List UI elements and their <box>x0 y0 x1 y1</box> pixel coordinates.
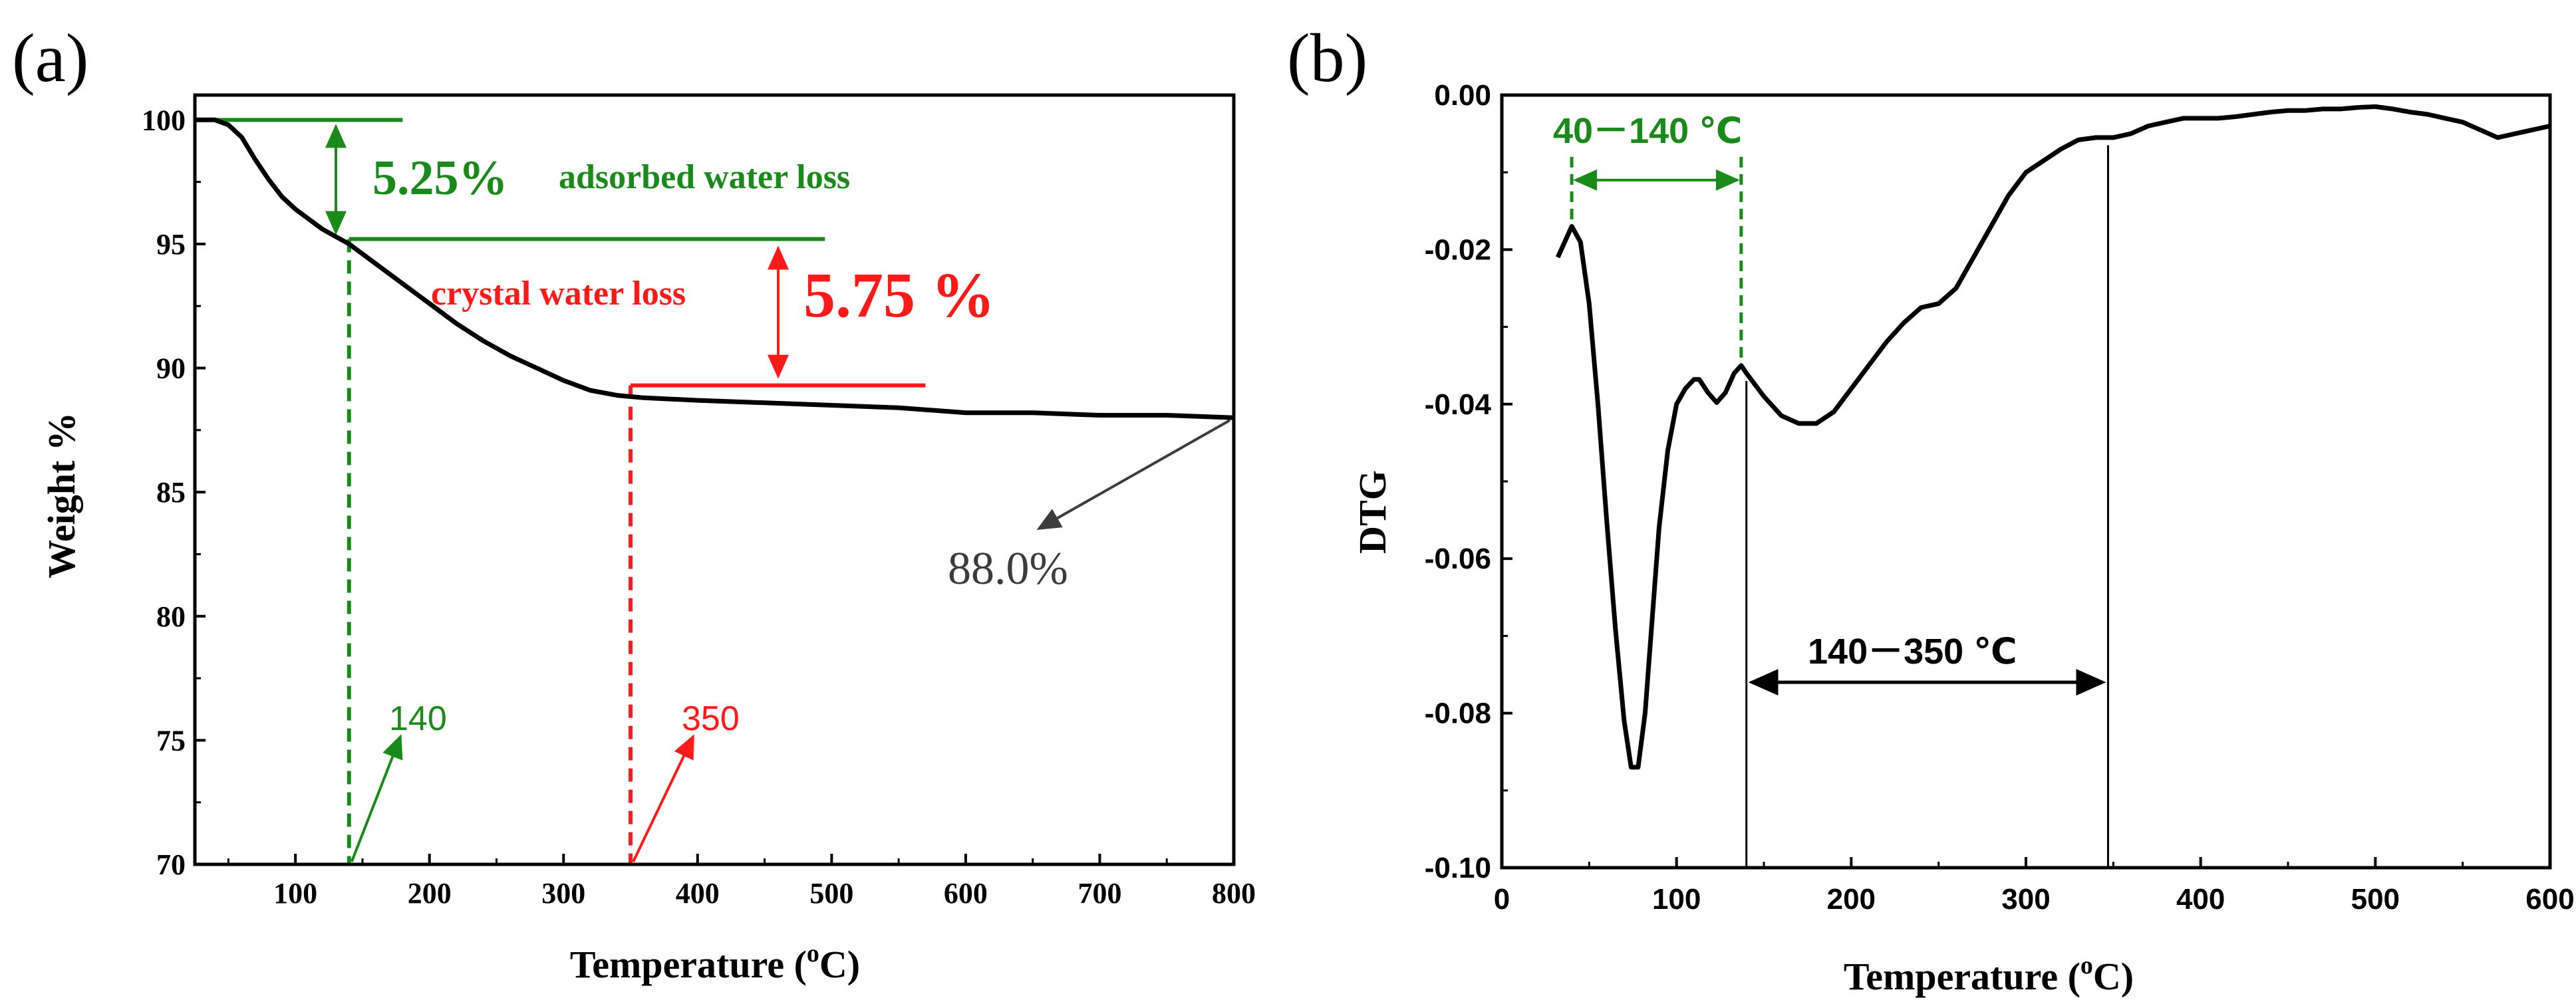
x-tick-label: 500 <box>2351 883 2400 916</box>
panel-b-x-title: Temperature (oC) <box>1844 951 2134 998</box>
y-tick-label: -0.04 <box>1425 388 1492 421</box>
x-tick-label: 300 <box>541 877 585 910</box>
panel-b-x-title-main: Temperature ( <box>1844 955 2080 998</box>
x-tick-label: 600 <box>944 877 988 910</box>
x-tick-label: 100 <box>273 877 317 910</box>
panel-b-x-title-sup: o <box>2080 951 2093 979</box>
t1-label: 140 <box>389 699 447 738</box>
dtg-fit-curve <box>1745 136 2114 425</box>
y-tick-label: 90 <box>156 352 186 385</box>
x-tick-label: 100 <box>1652 883 1701 916</box>
x-tick-label: 300 <box>2001 883 2050 916</box>
y-tick-label: 95 <box>156 228 186 261</box>
panel-a-reference-lines <box>195 118 1230 864</box>
panel-b-x-title-end: C) <box>2093 955 2134 998</box>
panel-b-y-title: DTG <box>1351 470 1394 554</box>
y-tick-label: 80 <box>156 600 186 633</box>
crystal-loss-label: crystal water loss <box>431 275 686 313</box>
panel-a-y-title: Weight % <box>40 412 83 578</box>
y-tick-label: 70 <box>156 848 186 881</box>
panel-b: (b) 0 100 200 300 400 500 600 0.00 -0.02 -0.04 -0.… <box>1287 20 2575 998</box>
x-tick-label: 400 <box>2176 883 2225 916</box>
t2-label: 350 <box>682 699 740 738</box>
panel-b-ticks: 0 100 200 300 400 500 600 0.00 -0.02 -0.04 -0.06 -0… <box>1425 79 2575 916</box>
y-tick-label: 100 <box>142 104 186 136</box>
x-tick-label: 200 <box>1827 883 1876 916</box>
panel-b-label: (b) <box>1287 20 1367 96</box>
t2-pointer-arrow <box>632 734 694 862</box>
x-tick-label: 600 <box>2525 883 2574 916</box>
tg-curve <box>195 117 1234 420</box>
x-tick-label: 700 <box>1077 877 1121 910</box>
y-tick-label: -0.08 <box>1425 697 1491 730</box>
t1-pointer-arrow <box>350 734 403 862</box>
y-tick-label: 0.00 <box>1434 79 1491 112</box>
y-tick-label: -0.06 <box>1425 543 1491 575</box>
dtg-curve <box>1555 104 2551 770</box>
x-tick-label: 0 <box>1494 883 1510 916</box>
crystal-loss-value: 5.75 % <box>803 259 995 330</box>
x-tick-label: 800 <box>1212 877 1256 910</box>
panel-a-x-title-main: Temperature ( <box>570 943 807 986</box>
panel-a-x-title-end: C) <box>819 943 860 986</box>
x-tick-label: 400 <box>676 877 720 910</box>
panel-a-x-title: Temperature (oC) <box>570 940 860 986</box>
y-tick-label: -0.02 <box>1425 233 1491 266</box>
panel-a: (a) 100 200 300 400 500 600 700 800 70 75 80 85 90 95… <box>12 20 1256 986</box>
panel-a-label: (a) <box>12 20 88 96</box>
x-tick-label: 500 <box>809 877 853 910</box>
adsorbed-loss-value: 5.25% <box>372 151 508 205</box>
y-tick-label: 85 <box>156 476 186 509</box>
range2-label: 140－350 ℃ <box>1808 632 2017 672</box>
range1-label: 40－140 ℃ <box>1553 111 1743 151</box>
residue-arrow <box>1036 419 1230 530</box>
panel-b-frame <box>1500 93 2552 870</box>
x-tick-label: 200 <box>408 877 452 910</box>
residue-value: 88.0% <box>948 543 1068 594</box>
adsorbed-loss-label: adsorbed water loss <box>559 158 850 196</box>
panel-b-reference-lines <box>1570 145 2109 868</box>
panel-a-frame <box>193 93 1236 866</box>
y-tick-label: 75 <box>156 724 186 757</box>
panel-a-x-title-sup: o <box>807 940 819 967</box>
panel-a-ticks: 100 200 300 400 500 600 700 800 70 75 80 85 90 95 100 <box>142 104 1256 910</box>
y-tick-label: -0.10 <box>1425 852 1491 884</box>
